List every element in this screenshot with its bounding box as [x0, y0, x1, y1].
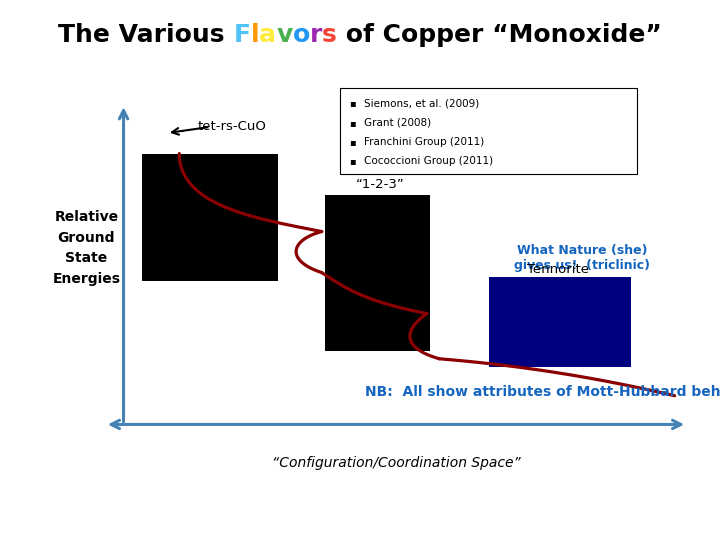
Text: Cococcioni Group (2011): Cococcioni Group (2011) — [364, 157, 493, 166]
Bar — [142, 153, 279, 281]
Text: tet-rs-CuO: tet-rs-CuO — [197, 120, 266, 133]
Bar — [325, 194, 430, 350]
FancyBboxPatch shape — [341, 88, 637, 174]
Text: of Copper “Monoxide”: of Copper “Monoxide” — [337, 23, 662, 47]
Text: F: F — [233, 23, 251, 47]
Text: Franchini Group (2011): Franchini Group (2011) — [364, 137, 484, 147]
Text: Siemons, et al. (2009): Siemons, et al. (2009) — [364, 98, 479, 109]
Text: “Configuration/Coordination Space”: “Configuration/Coordination Space” — [271, 456, 521, 470]
Text: “1-2-3”: “1-2-3” — [356, 178, 405, 191]
Text: ▪: ▪ — [350, 118, 356, 128]
Text: NB:  All show attributes of Mott-Hubbard behavior: NB: All show attributes of Mott-Hubbard … — [365, 384, 720, 399]
Text: l: l — [251, 23, 259, 47]
Text: r: r — [310, 23, 322, 47]
Text: s: s — [322, 23, 337, 47]
Text: What Nature (she)
gives us!  (triclinic): What Nature (she) gives us! (triclinic) — [514, 244, 649, 272]
Text: v: v — [276, 23, 292, 47]
Text: Relative
Ground
State
Energies: Relative Ground State Energies — [53, 210, 120, 286]
Text: Grant (2008): Grant (2008) — [364, 118, 431, 128]
Text: ▪: ▪ — [350, 98, 356, 109]
Text: o: o — [292, 23, 310, 47]
Text: ▪: ▪ — [350, 157, 356, 166]
Text: The Various: The Various — [58, 23, 233, 47]
Text: ▪: ▪ — [350, 137, 356, 147]
Bar — [489, 276, 631, 367]
Text: a: a — [259, 23, 276, 47]
Text: Tennorite: Tennorite — [527, 263, 589, 276]
